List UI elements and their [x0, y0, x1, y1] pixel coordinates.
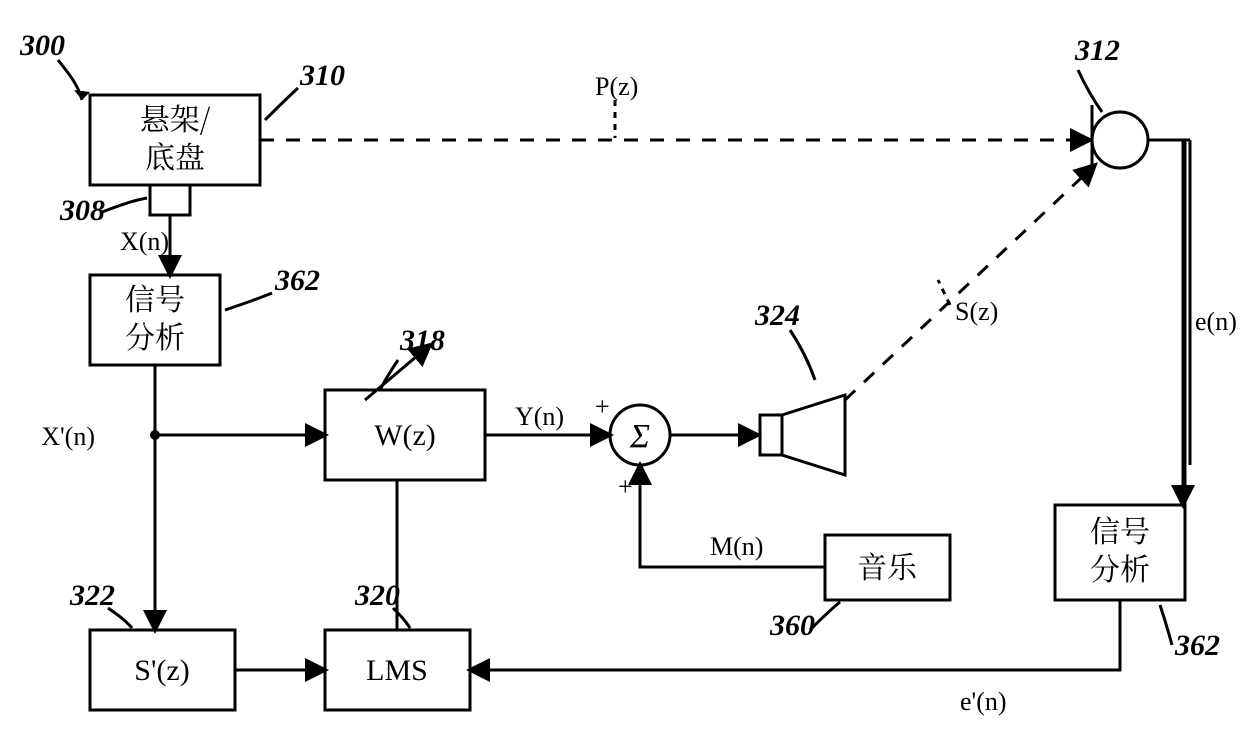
label-yn: Y(n) [515, 402, 564, 431]
ref-308: 308 [59, 194, 105, 227]
leader-sz [938, 280, 950, 305]
ref-320: 320 [354, 579, 400, 612]
leader-322 [108, 608, 132, 628]
leader-310 [265, 88, 298, 120]
box-wz-label: W(z) [374, 419, 436, 452]
leader-362a [225, 293, 272, 310]
box-music-label: 音乐 [857, 543, 918, 587]
box-sa2-line2: 分析 [1090, 545, 1150, 589]
label-epn: e'(n) [960, 687, 1007, 716]
leader-362b [1160, 605, 1172, 645]
box-sprime-label: S'(z) [134, 654, 189, 687]
box-suspension-line2: 底盘 [145, 133, 205, 177]
label-pz: P(z) [595, 72, 638, 101]
leader-308 [102, 198, 147, 212]
label-sz: S(z) [955, 297, 998, 326]
box-sa1-line2: 分析 [125, 313, 185, 357]
ref-362a: 362 [274, 264, 320, 297]
ref-322: 322 [69, 579, 115, 612]
box-sensor [150, 185, 190, 215]
ref-318: 318 [399, 324, 445, 357]
ref-300: 300 [19, 29, 65, 62]
label-xn: X(n) [120, 227, 169, 256]
edge-sz [845, 165, 1095, 400]
label-xpn: X'(n) [41, 422, 95, 451]
microphone-icon [1092, 105, 1148, 175]
block-diagram: 悬架/ 底盘 信号 分析 W(z) S'(z) LMS 音乐 信号 分析 Σ +… [0, 0, 1240, 747]
edge-mic-sa2-a [1148, 140, 1185, 505]
leader-324 [790, 330, 815, 380]
ref-324: 324 [754, 299, 800, 332]
label-mn: M(n) [710, 532, 763, 561]
speaker-icon [760, 395, 845, 475]
ref-310: 310 [299, 59, 345, 92]
sum-plus-bot: + [618, 472, 633, 501]
label-en: e(n) [1195, 307, 1237, 336]
leader-300-arrow [74, 90, 90, 100]
box-lms-label: LMS [366, 654, 428, 687]
ref-360: 360 [769, 609, 815, 642]
sum-symbol: Σ [629, 418, 650, 455]
ref-362b: 362 [1174, 629, 1220, 662]
leader-312 [1078, 70, 1102, 112]
sum-plus-top: + [595, 392, 610, 421]
ref-312: 312 [1074, 34, 1120, 67]
